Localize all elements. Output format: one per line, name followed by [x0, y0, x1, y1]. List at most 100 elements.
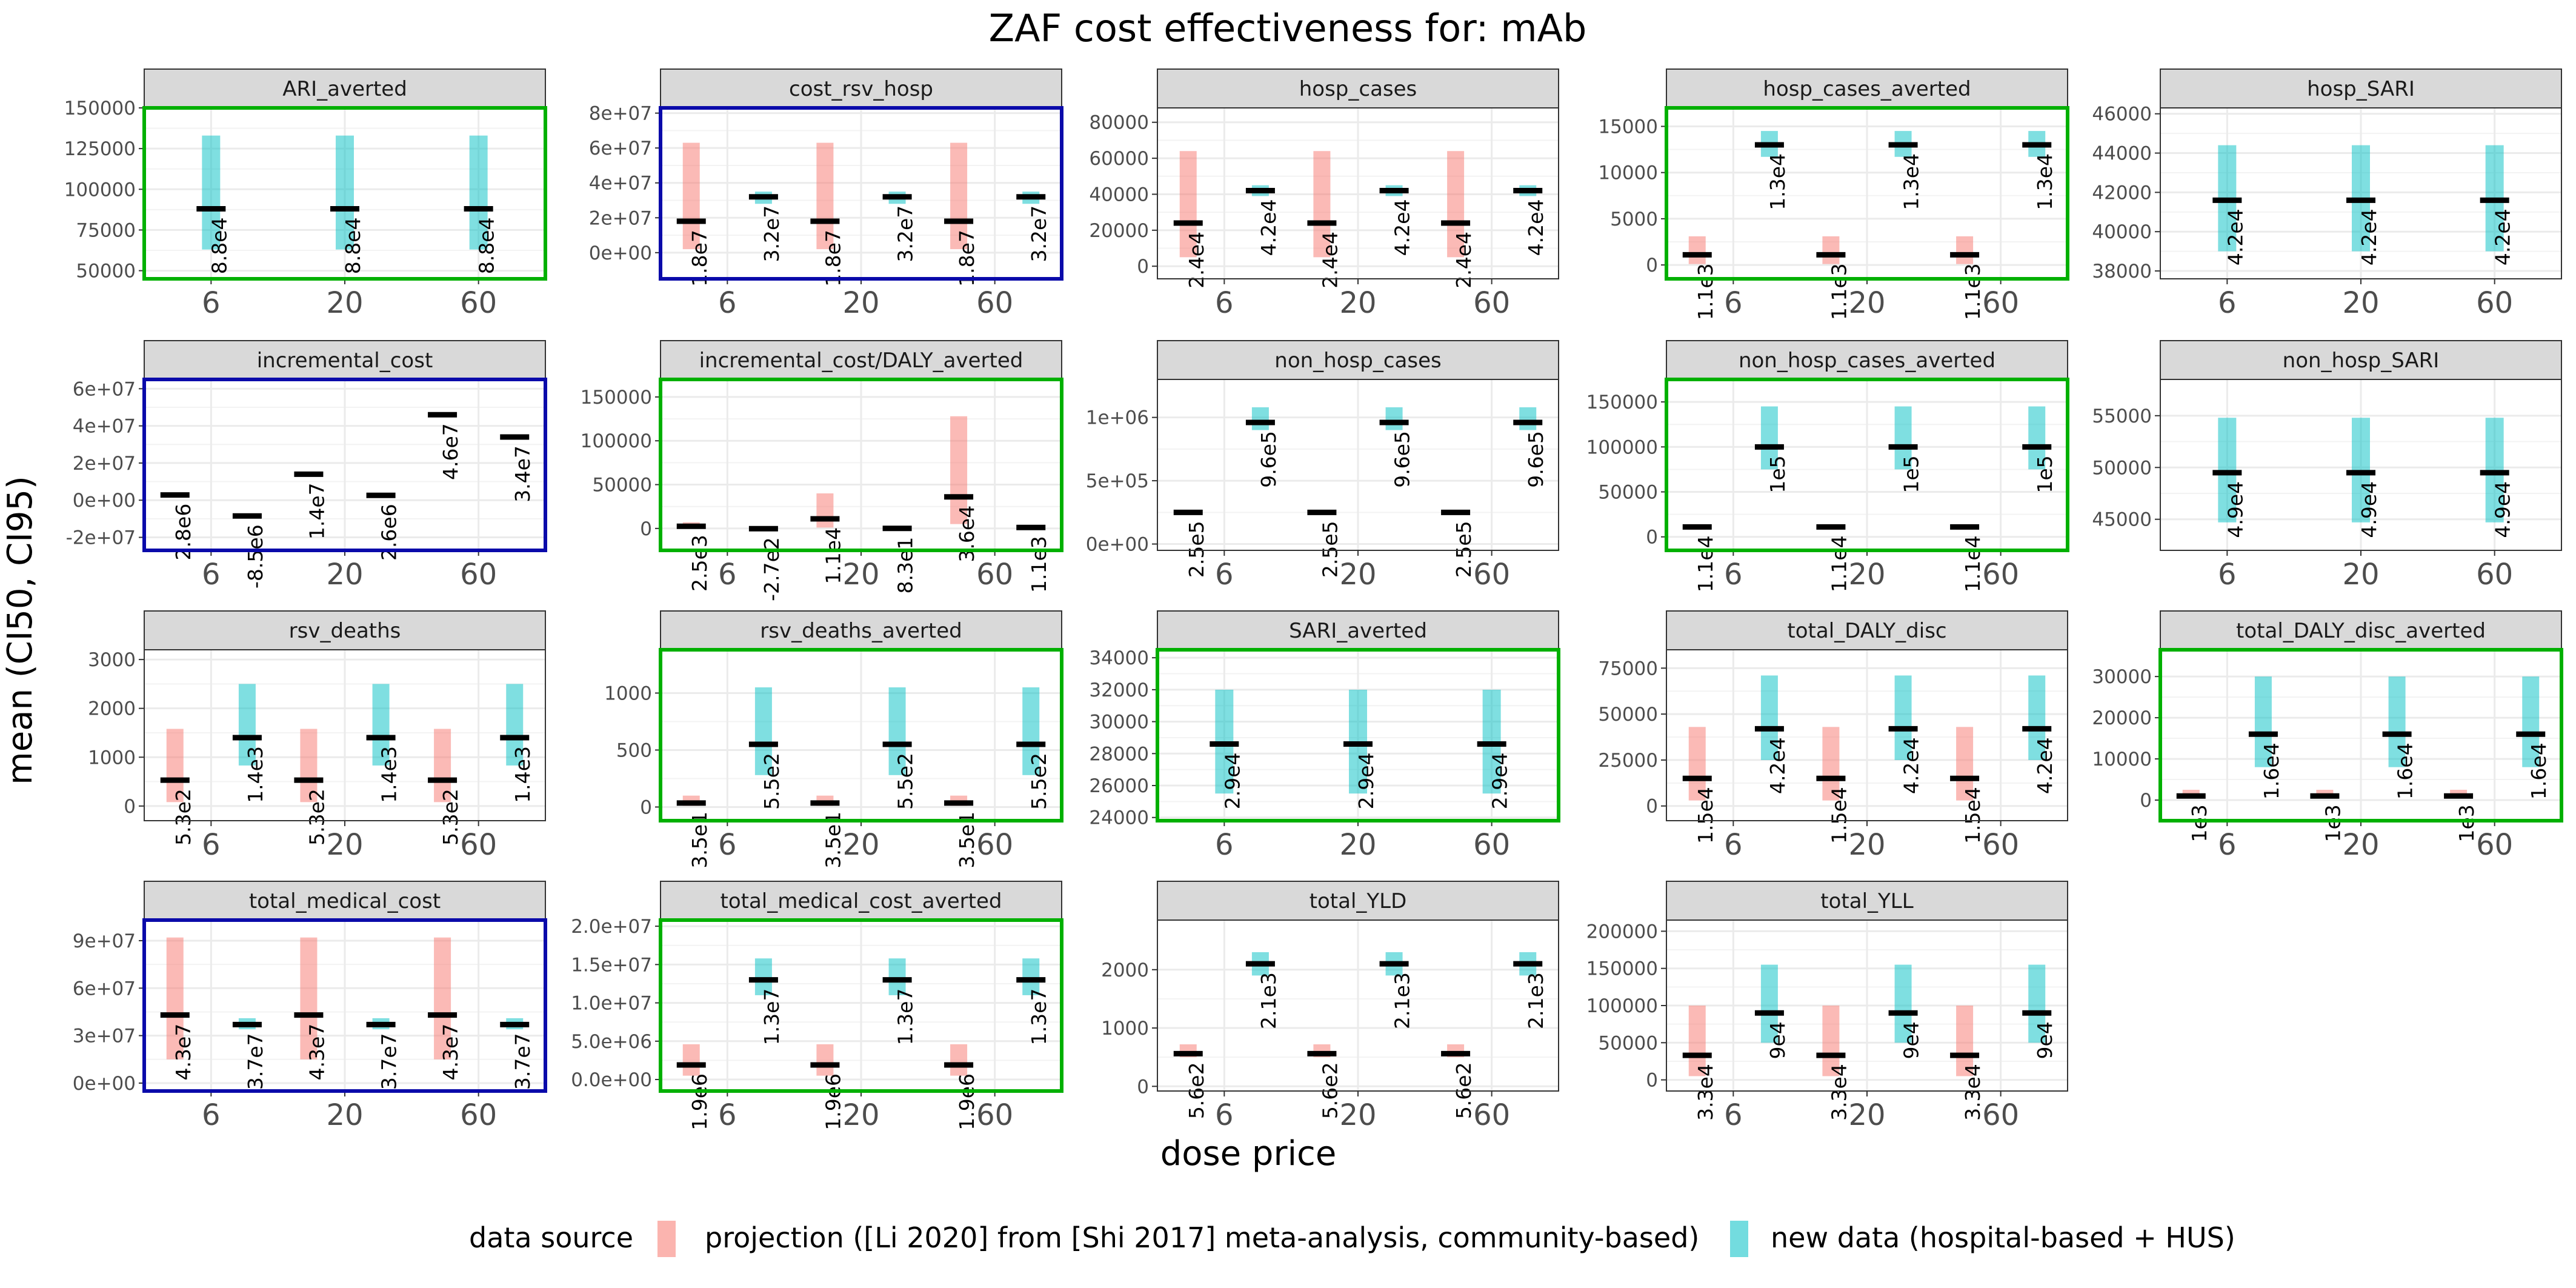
x-tick-label: 6	[1215, 558, 1234, 592]
panel-13: SARI_averted 24000 26000 28000 30000 32000 340…	[1089, 610, 1560, 862]
data-label: 4.3e7	[305, 1024, 328, 1081]
y-tick-label: 25000	[1598, 750, 1658, 772]
facet-strip	[144, 68, 546, 108]
x-tick-label: 6	[1215, 1098, 1234, 1132]
data-label: 1.5e4	[1961, 787, 1985, 844]
data-label: 4.2e4	[1766, 737, 1789, 794]
x-tick-label: 60	[1473, 1098, 1510, 1132]
data-label: 9.6e5	[1391, 431, 1414, 488]
data-label: 3.7e7	[378, 1033, 401, 1090]
data-label: 8.3e1	[894, 537, 917, 594]
highlight-border	[659, 648, 1063, 823]
y-tick-label: 0	[1646, 255, 1658, 276]
data-label: 5.3e2	[439, 789, 462, 846]
x-tick-label: 20	[842, 558, 879, 592]
facet-title: non_hosp_cases_averted	[1739, 349, 1995, 373]
facet-strip	[2160, 340, 2562, 380]
y-tick-label: 10000	[2092, 749, 2152, 770]
panel-border	[1666, 919, 2068, 1092]
data-label: 1.3e7	[894, 989, 917, 1046]
x-tick-label: 60	[460, 828, 497, 862]
y-tick-label: 2e+07	[73, 453, 136, 475]
y-tick-label: 80000	[1089, 112, 1149, 134]
interval-bar-projection	[1179, 151, 1197, 258]
data-label: 9.6e5	[1524, 431, 1548, 488]
panel-border	[1157, 919, 1559, 1092]
x-tick-label: 6	[718, 286, 737, 320]
data-label: 1e5	[1900, 455, 1923, 493]
y-tick-label: 24000	[1089, 807, 1149, 829]
y-tick-label: 100000	[1586, 436, 1658, 458]
data-label: 2.4e4	[1185, 232, 1208, 289]
highlight-border	[659, 918, 1063, 1093]
interval-bar-projection	[1688, 1006, 1706, 1076]
interval-bar-new-data	[1022, 687, 1040, 775]
facet-title: hosp_cases_averted	[1763, 77, 1971, 101]
y-tick-label: 46000	[2092, 104, 2152, 125]
y-tick-label: 2.0e+07	[571, 916, 652, 938]
x-tick-label: 60	[460, 558, 497, 592]
highlight-border	[142, 378, 547, 552]
y-tick-label: 3000	[88, 649, 136, 671]
y-tick-label: 0	[2140, 790, 2152, 812]
facet-strip	[2160, 68, 2562, 108]
interval-bar-projection	[1956, 1006, 1974, 1076]
x-tick-label: 60	[460, 286, 497, 320]
legend-label-new-data: new data (hospital-based + HUS)	[1771, 1221, 2235, 1254]
data-label: 4.2e4	[1391, 199, 1414, 256]
y-tick-label: 20000	[1089, 220, 1149, 242]
interval-bar-new-data	[888, 958, 906, 995]
y-tick-label: 6e+07	[589, 138, 652, 159]
x-tick-label: 20	[1848, 1098, 1885, 1132]
x-tick-label: 60	[976, 1098, 1013, 1132]
facet-title: total_YLD	[1310, 889, 1407, 913]
y-tick-label: 2e+07	[589, 207, 652, 229]
interval-bar-new-data	[1022, 958, 1040, 995]
y-tick-label: 32000	[1089, 679, 1149, 701]
x-tick-label: 20	[326, 828, 363, 862]
interval-bar-new-data	[336, 135, 354, 250]
x-axis-title: dose price	[1160, 1134, 1337, 1173]
y-tick-label: 55000	[2092, 405, 2152, 427]
x-tick-label: 60	[976, 558, 1013, 592]
y-tick-label: 150000	[64, 98, 136, 119]
data-label: 1.1e4	[821, 527, 845, 584]
data-label: 3.7e7	[511, 1033, 534, 1090]
facet-strip	[144, 610, 546, 650]
y-tick-label: 50000	[76, 261, 136, 282]
data-label: 1e3	[2455, 804, 2478, 842]
legend-key-new-data	[1730, 1221, 1748, 1257]
x-tick-label: 6	[1215, 286, 1234, 320]
panel-border	[1157, 379, 1559, 551]
interval-bar-new-data	[754, 958, 772, 995]
interval-bar-projection	[950, 416, 968, 524]
y-tick-label: 100000	[581, 430, 652, 452]
interval-bar-new-data	[2028, 406, 2046, 470]
y-tick-label: 50000	[2092, 457, 2152, 479]
data-label: 9e4	[1900, 1021, 1923, 1059]
y-tick-label: 100000	[1586, 995, 1658, 1017]
data-label: 5.3e2	[305, 789, 328, 846]
interval-bar-projection	[1313, 151, 1331, 258]
data-label: 1.6e4	[2260, 742, 2283, 799]
facet-title: non_hosp_SARI	[2283, 349, 2440, 373]
interval-bar-projection	[434, 937, 451, 1059]
facet-strip	[660, 610, 1062, 650]
x-tick-label: 20	[1339, 1098, 1376, 1132]
x-tick-label: 6	[202, 828, 221, 862]
y-tick-label: 6e+07	[73, 978, 136, 999]
x-tick-label: 60	[2476, 286, 2513, 320]
data-label: 1e3	[2188, 804, 2211, 842]
panel-6: incremental_cost -2e+07 0e+00 2e+07 4e+07 6e+…	[66, 340, 547, 592]
interval-bar-new-data	[1760, 675, 1778, 760]
y-tick-label: 26000	[1089, 775, 1149, 797]
interval-bar-new-data	[469, 135, 488, 250]
data-label: 3.2e7	[760, 205, 784, 262]
y-tick-label: 15000	[1598, 116, 1658, 138]
y-tick-label: 4e+07	[589, 173, 652, 195]
x-tick-label: 6	[202, 558, 221, 592]
data-label: 8.8e4	[207, 218, 231, 275]
y-tick-label: 6e+07	[73, 378, 136, 400]
interval-bar-projection	[1688, 727, 1706, 801]
